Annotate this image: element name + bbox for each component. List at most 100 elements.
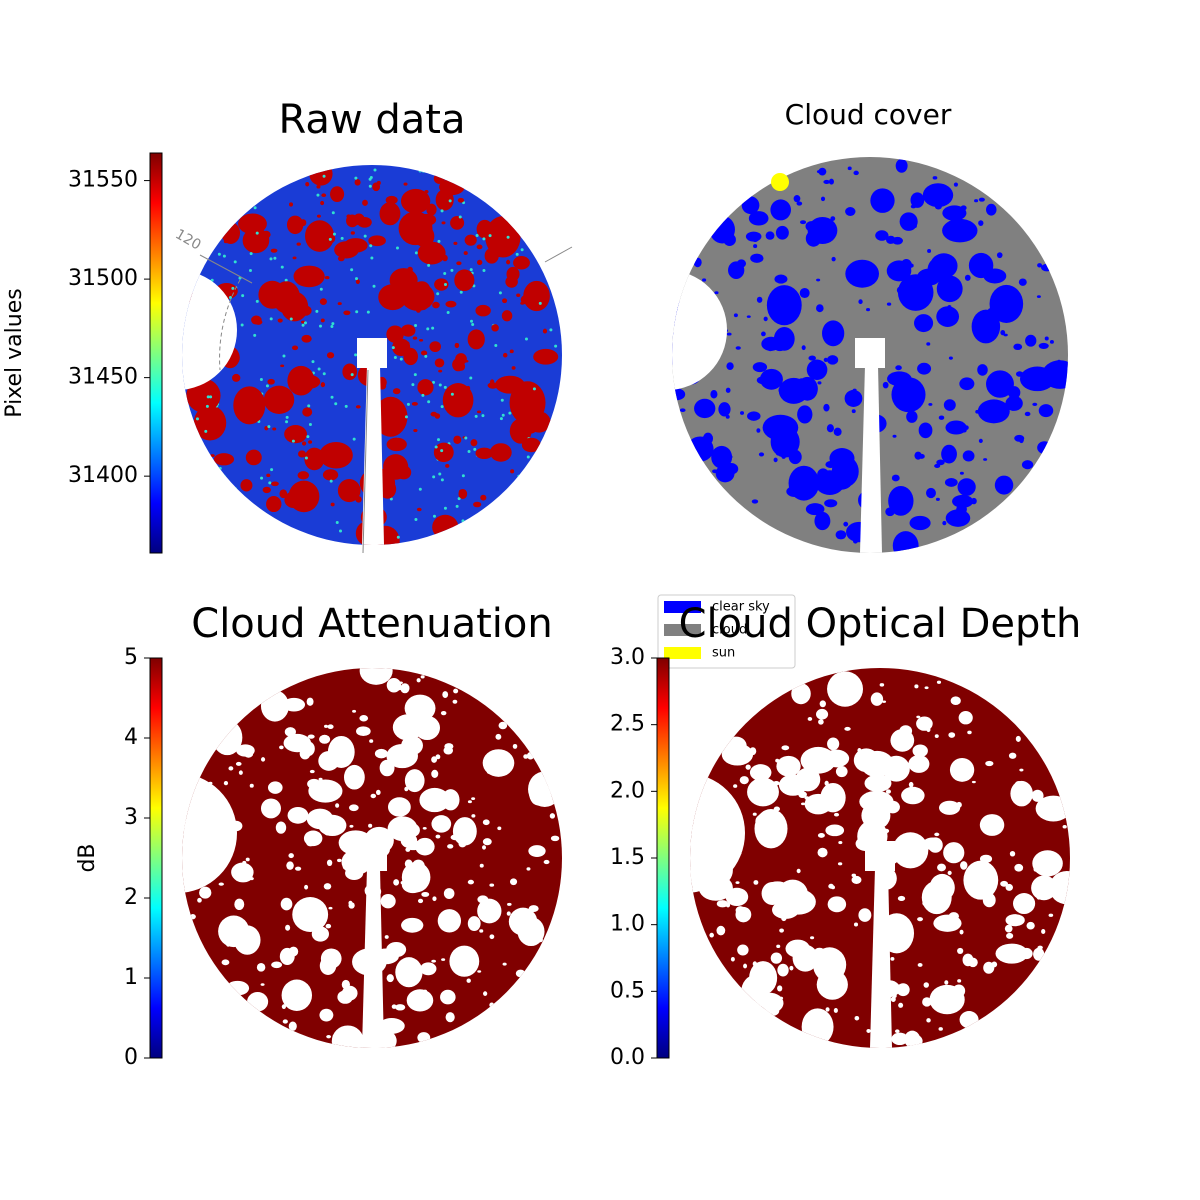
image-blob [251,243,256,249]
image-blob [933,914,962,932]
image-blob [457,197,465,203]
image-blob [866,1028,871,1033]
image-blob [853,170,859,176]
image-blob [751,499,759,504]
image-blob [392,388,401,395]
image-blob [791,683,811,705]
image-speckle [470,319,474,323]
image-speckle [233,260,237,264]
image-blob [406,989,434,1012]
image-blob [994,475,1014,495]
image-blob [245,449,262,466]
image-blob [471,797,476,801]
image-blob [899,212,918,231]
image-blob [324,724,329,728]
image-speckle [443,506,447,510]
image-blob [506,266,520,282]
image-blob [426,203,437,216]
image-blob [343,764,365,790]
image-blob [833,427,842,436]
image-blob [373,396,408,437]
image-blob [758,452,765,457]
image-blob [804,793,832,815]
image-blob [234,898,245,911]
image-speckle [389,497,393,501]
image-blob [342,363,358,381]
image-speckle [413,373,417,377]
legend-label: sun [712,646,735,661]
image-blob [1008,752,1017,759]
image-blob [433,442,454,463]
image-speckle [308,422,312,426]
image-blob [971,780,976,784]
image-speckle [373,168,377,172]
image-blob [376,180,381,185]
image-speckle [369,244,373,248]
image-speckle [467,449,471,453]
image-blob [985,760,994,767]
image-blob [375,789,381,796]
image-blob [476,219,493,239]
notch [690,773,745,893]
image-blob [414,293,420,298]
image-blob [386,974,394,983]
image-blob [924,686,929,690]
colorbar-tick-label: 0.0 [610,1045,645,1070]
image-blob [458,488,468,500]
image-speckle [534,542,538,545]
image-blob [904,1030,921,1048]
image-blob [475,304,491,317]
image-blob [936,306,960,327]
image-blob [945,509,971,527]
image-blob [517,917,545,947]
image-blob [332,1034,338,1039]
image-speckle [291,439,295,443]
image-blob [400,683,410,694]
image-speckle [469,376,473,380]
image-speckle [319,287,323,291]
image-speckle [216,501,220,505]
center-block [357,841,387,871]
image-speckle [268,481,272,485]
image-speckle [488,234,492,238]
image-blob [977,399,1010,424]
image-blob [395,957,423,988]
image-blob [454,269,475,292]
image-blob [477,970,482,973]
image-blob [983,961,995,974]
image-blob [440,989,456,1005]
image-speckle [505,504,509,508]
image-blob [419,787,450,813]
image-blob [964,274,971,281]
image-speckle [520,248,524,252]
image-blob [779,928,784,933]
image-speckle [448,199,452,203]
image-blob [1007,386,1021,399]
image-speckle [253,206,257,210]
image-blob [330,502,335,507]
image-blob [282,1019,288,1024]
image-blob [986,203,997,216]
image-blob [405,341,410,347]
image-blob [818,719,824,725]
image-blob [851,875,862,884]
image-blob [516,293,521,297]
image-speckle [182,530,186,534]
image-blob [512,743,518,749]
image-blob [923,982,929,988]
image-blob [1010,780,1033,807]
image-speckle [282,354,286,358]
image-blob [926,487,936,499]
image-blob [784,387,791,394]
mast [870,868,892,1048]
image-blob [337,478,361,503]
image-blob [279,745,284,750]
image-blob [944,980,949,985]
image-blob [927,249,932,253]
image-blob [238,770,243,775]
image-blob [530,787,548,806]
image-blob [319,734,331,744]
image-blob [823,179,830,185]
image-blob [278,700,283,705]
image-blob [308,440,313,444]
